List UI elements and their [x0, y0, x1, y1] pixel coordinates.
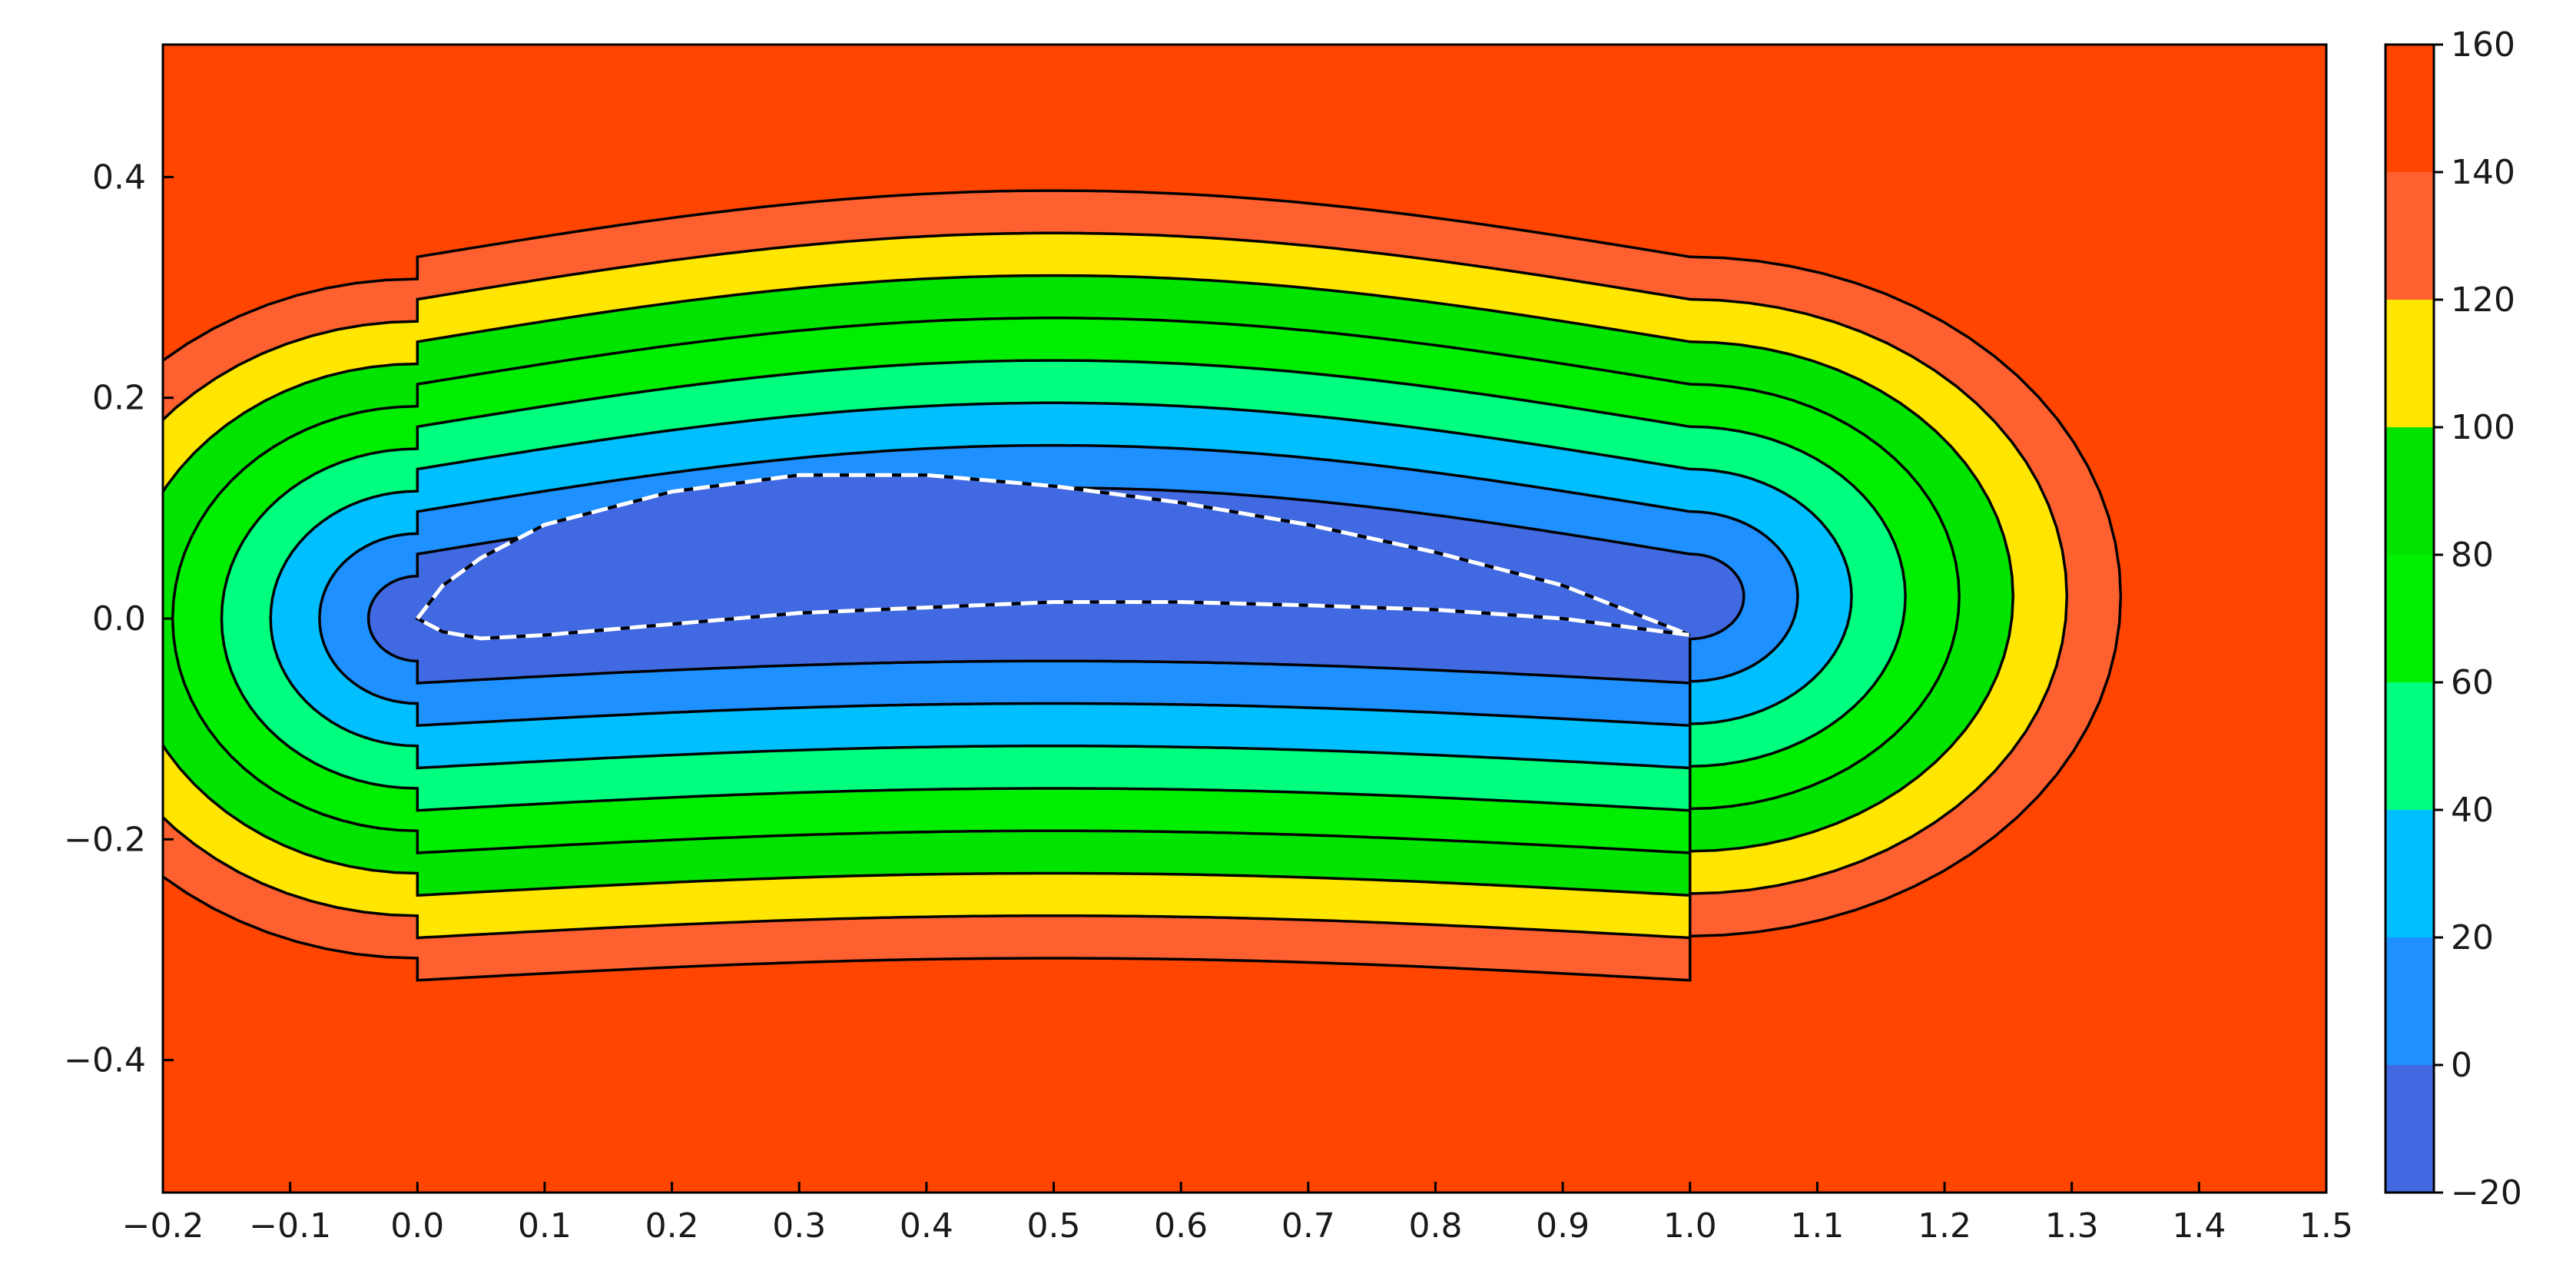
x-tick-label: 1.5 — [2299, 1206, 2353, 1246]
x-tick-label: 0.6 — [1154, 1206, 1208, 1246]
contour-line-40 — [269, 401, 1853, 770]
colorbar-tick-label: 100 — [2451, 408, 2515, 447]
x-tick-label: 0.8 — [1408, 1206, 1462, 1246]
airfoil-dashed-outline — [414, 473, 1691, 641]
contour-line-60 — [220, 359, 1907, 812]
colorbar-tick-label: 20 — [2451, 918, 2494, 957]
colorbar-segment-60-80 — [2385, 555, 2434, 682]
colorbar-tick-label: 0 — [2451, 1046, 2472, 1085]
contour-line-120 — [163, 231, 2069, 940]
x-axis: −0.2 −0.1 0.0 0.1 0.2 0.3 0.4 0.5 0.6 0.7 0.8 0.9 1.… — [122, 1182, 2353, 1246]
x-tick-label: 1.2 — [1918, 1206, 1971, 1246]
y-tick-label: 0.0 — [92, 599, 146, 639]
x-tick-label: 0.9 — [1536, 1206, 1590, 1246]
colorbar-segment-0-20 — [2385, 937, 2434, 1065]
contour-line-140 — [163, 189, 2123, 982]
colorbar-segment-140-160 — [2385, 45, 2434, 172]
x-tick-label: 1.4 — [2172, 1206, 2226, 1246]
y-tick-label: 0.2 — [92, 379, 146, 418]
y-tick-label: −0.4 — [64, 1041, 146, 1080]
x-tick-label: 0.4 — [900, 1206, 953, 1246]
contour-lines — [163, 189, 2123, 982]
x-tick-label: −0.2 — [122, 1206, 204, 1246]
colorbar-tick-label: 140 — [2451, 153, 2515, 192]
x-tick-label: 0.0 — [390, 1206, 444, 1246]
colorbar: −20 0 20 40 60 80 100 120 140 160 — [2384, 25, 2522, 1213]
x-tick-label: 0.1 — [518, 1206, 572, 1246]
colorbar-tick-label: 120 — [2451, 280, 2515, 320]
x-tick-label: 0.3 — [772, 1206, 826, 1246]
colorbar-segment--20-0 — [2385, 1065, 2434, 1193]
colorbar-segment-100-120 — [2385, 300, 2434, 427]
contour-line-20 — [318, 443, 1799, 728]
x-tick-label: 1.3 — [2045, 1206, 2099, 1246]
plot-area — [163, 45, 2326, 1193]
x-tick-label: −0.1 — [249, 1206, 331, 1246]
colorbar-tick-label: 40 — [2451, 791, 2494, 830]
colorbar-tick-label: −20 — [2451, 1173, 2522, 1213]
y-axis: −0.4 −0.2 0.0 0.2 0.4 — [64, 158, 174, 1080]
colorbar-frame — [2384, 43, 2435, 1194]
contour-line-80 — [171, 317, 1961, 854]
colorbar-segment-80-100 — [2385, 427, 2434, 555]
colorbar-tick-label: 80 — [2451, 536, 2494, 575]
y-tick-label: 0.4 — [92, 158, 146, 197]
colorbar-segment-120-140 — [2385, 172, 2434, 300]
contour-line-100 — [163, 274, 2015, 897]
x-tick-label: 0.5 — [1027, 1206, 1081, 1246]
x-tick-label: 0.2 — [645, 1206, 699, 1246]
colorbar-segment-40-60 — [2385, 682, 2434, 810]
colorbar-segment-20-40 — [2385, 810, 2434, 937]
airfoil-outline — [414, 473, 1691, 641]
x-tick-label: 1.0 — [1663, 1206, 1717, 1246]
x-tick-label: 1.1 — [1790, 1206, 1844, 1246]
colorbar-tick-label: 160 — [2451, 25, 2515, 65]
colorbar-tick-label: 60 — [2451, 663, 2494, 702]
x-tick-label: 0.7 — [1281, 1206, 1335, 1246]
y-tick-label: −0.2 — [64, 820, 146, 859]
